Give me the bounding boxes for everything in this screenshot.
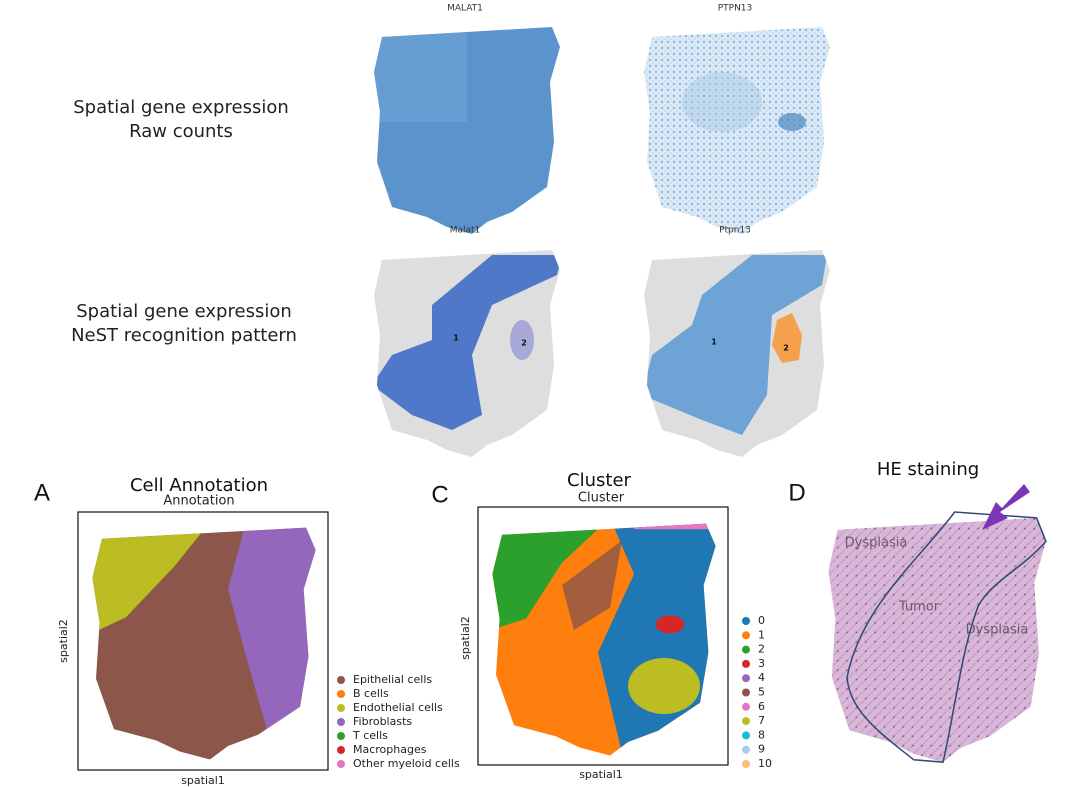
region-label: 2 (783, 344, 789, 353)
tissue-plot: 1 2 (644, 250, 830, 457)
region-label: 1 (453, 334, 459, 343)
legend-label: B cells (353, 687, 389, 700)
panel-letter: C (431, 481, 448, 508)
arrow (982, 484, 1030, 530)
legend-swatch (742, 688, 750, 697)
legend-swatch (742, 745, 750, 754)
legend-swatch (742, 674, 750, 683)
legend-label: T cells (352, 729, 388, 742)
tissue-plot: 1 2 (374, 250, 560, 457)
x-axis-label: spatial1 (579, 768, 623, 781)
legend-swatch (337, 760, 345, 768)
row-label: Spatial gene expression (76, 301, 292, 322)
plot-title: Ptpn13 (719, 226, 751, 236)
legend-label: 6 (758, 700, 765, 713)
legend-label: Endothelial cells (353, 701, 443, 714)
region-label: Dysplasia (966, 623, 1029, 638)
plot-frame (477, 506, 729, 766)
tissue-plot (492, 523, 716, 756)
panel-title: Cluster (567, 470, 631, 491)
region-label: 2 (521, 339, 527, 348)
legend-label: 1 (758, 628, 765, 641)
legend-swatch (742, 760, 750, 768)
legend-label: 0 (758, 614, 765, 627)
panel-title: HE staining (877, 459, 979, 480)
legend-swatch (337, 732, 345, 740)
legend-label: 5 (758, 686, 765, 699)
plot-title: Malat1 (450, 226, 481, 236)
legend-swatch (337, 746, 345, 754)
region-label: Tumor (898, 600, 940, 615)
region-label: 1 (711, 338, 717, 347)
panel-letter: A (34, 479, 50, 506)
row-label: NeST recognition pattern (71, 325, 297, 346)
row-label: Raw counts (129, 121, 233, 142)
region-label: Dysplasia (845, 536, 908, 551)
legend-swatch (337, 676, 345, 684)
y-axis-label: spatial2 (57, 619, 70, 663)
panel-title: Cell Annotation (130, 475, 268, 496)
he-image (828, 511, 1047, 763)
y-axis-label: spatial2 (459, 616, 472, 660)
legend-swatch (742, 617, 750, 625)
legend-swatch (742, 659, 750, 668)
legend-swatch (337, 704, 345, 712)
legend-swatch (742, 702, 750, 711)
panel-subtitle: Cluster (578, 491, 625, 506)
legend-label: Fibroblasts (353, 715, 412, 728)
legend-label: Epithelial cells (353, 673, 432, 686)
plot-title: MALAT1 (447, 4, 483, 14)
legend-label: 7 (758, 714, 765, 727)
legend-swatch (742, 731, 750, 740)
legend-label: 9 (758, 743, 765, 756)
panel-subtitle: Annotation (163, 494, 234, 509)
x-axis-label: spatial1 (181, 774, 225, 787)
legend-swatch (742, 645, 750, 654)
legend-label: Macrophages (353, 743, 427, 756)
legend-label: 3 (758, 657, 765, 670)
legend-label: 2 (758, 643, 765, 656)
tissue-plot (92, 527, 316, 760)
row-label: Spatial gene expression (73, 97, 289, 118)
tissue-plot (374, 27, 560, 234)
legend-swatch (337, 718, 345, 726)
legend-swatch (337, 690, 345, 698)
legend-label: Other myeloid cells (353, 757, 460, 770)
legend-swatch (742, 717, 750, 726)
plot-frame (77, 511, 329, 771)
legend-swatch (742, 631, 750, 640)
plot-title: PTPN13 (718, 4, 753, 14)
legend-label: 8 (758, 728, 765, 741)
tissue-plot (644, 27, 830, 234)
panel-letter: D (788, 479, 805, 506)
legend-label: 10 (758, 757, 772, 770)
legend-label: 4 (758, 671, 765, 684)
